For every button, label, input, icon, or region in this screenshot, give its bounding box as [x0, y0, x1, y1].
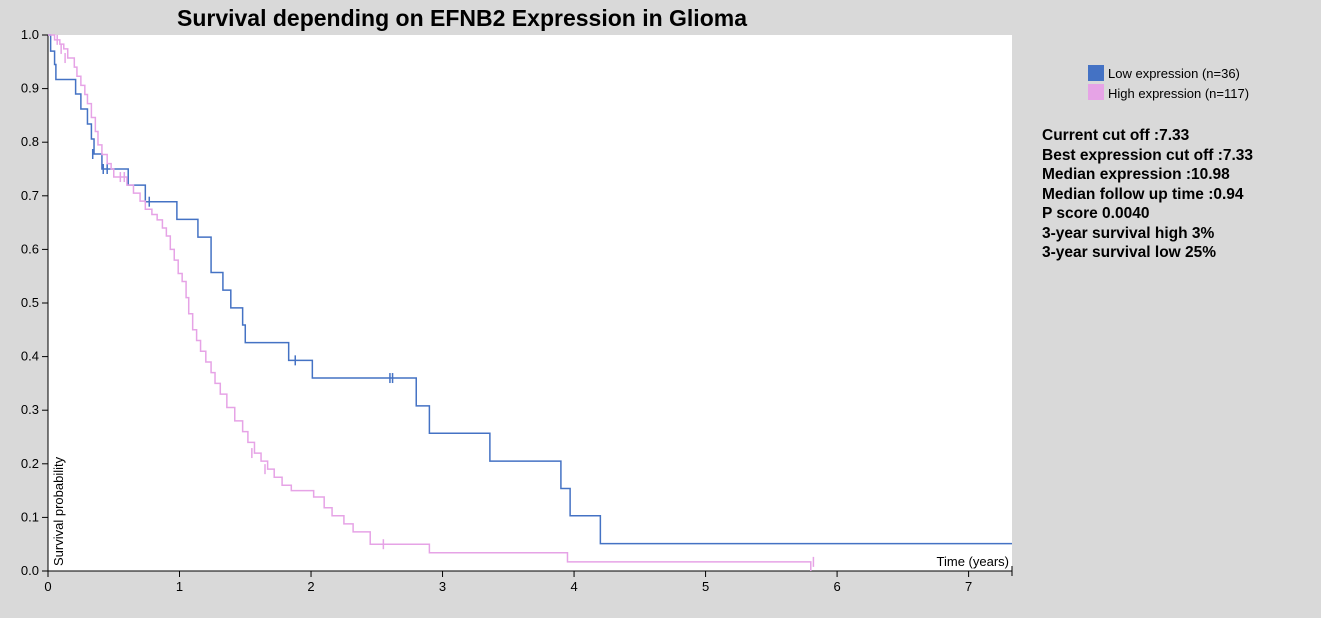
- x-tick-label: 1: [176, 579, 183, 594]
- p-score: P score 0.0040: [1042, 205, 1150, 222]
- survival-curve: [48, 34, 812, 571]
- survival-high: 3-year survival high 3%: [1042, 224, 1215, 242]
- median-followup: Median follow up time :0.94: [1042, 185, 1244, 203]
- current-cutoff: Current cut off :7.33: [1042, 127, 1190, 144]
- y-axis: 0.0 0.1 0.2 0.3 0.4 0.5 0.6 0.7 0.8 0.9 1.0: [21, 27, 49, 578]
- y-tick-label: 0.2: [21, 456, 39, 471]
- stats-panel: Current cut off :7.33 Best expression cu…: [1042, 126, 1253, 263]
- series-layer: [48, 34, 1012, 571]
- y-tick-label: 0.9: [21, 81, 39, 96]
- x-tick-label: 4: [570, 579, 577, 594]
- y-tick-label: 0.5: [21, 295, 39, 310]
- legend-swatch-high: [1088, 84, 1104, 100]
- legend-label-high: High expression (n=117): [1108, 86, 1249, 101]
- best-cutoff: Best expression cut off :7.33: [1042, 146, 1254, 164]
- x-tick-label: 3: [439, 579, 446, 594]
- y-tick-label: 0.7: [21, 188, 39, 203]
- x-tick-label: 5: [702, 579, 709, 594]
- x-axis-label: Time (years): [937, 554, 1009, 569]
- y-tick-label: 0.3: [21, 402, 39, 417]
- x-tick-label: 0: [44, 579, 51, 594]
- x-axis: 0 1 2 3 4 5 6 7: [44, 566, 1013, 594]
- survival-curve: [48, 34, 1012, 545]
- series-high: [48, 34, 815, 571]
- legend: Low expression (n=36) High expression (n…: [1088, 65, 1249, 101]
- y-tick-label: 1.0: [21, 27, 39, 42]
- plot-area: [48, 35, 1012, 571]
- legend-swatch-low: [1088, 65, 1104, 81]
- legend-label-low: Low expression (n=36): [1108, 66, 1240, 81]
- x-tick-label: 6: [833, 579, 840, 594]
- series-low: [48, 34, 1012, 545]
- y-tick-label: 0.8: [21, 134, 39, 149]
- y-tick-label: 0.4: [21, 349, 39, 364]
- x-tick-label: 2: [307, 579, 314, 594]
- y-tick-label: 0.1: [21, 509, 39, 524]
- chart-title: Survival depending on EFNB2 Expression i…: [177, 5, 747, 31]
- x-tick-label: 7: [965, 579, 972, 594]
- y-tick-label: 0.0: [21, 563, 39, 578]
- y-tick-label: 0.6: [21, 241, 39, 256]
- y-axis-label: Survival probability: [51, 456, 66, 566]
- survival-low: 3-year survival low 25%: [1042, 244, 1217, 261]
- median-expression: Median expression :10.98: [1042, 166, 1230, 183]
